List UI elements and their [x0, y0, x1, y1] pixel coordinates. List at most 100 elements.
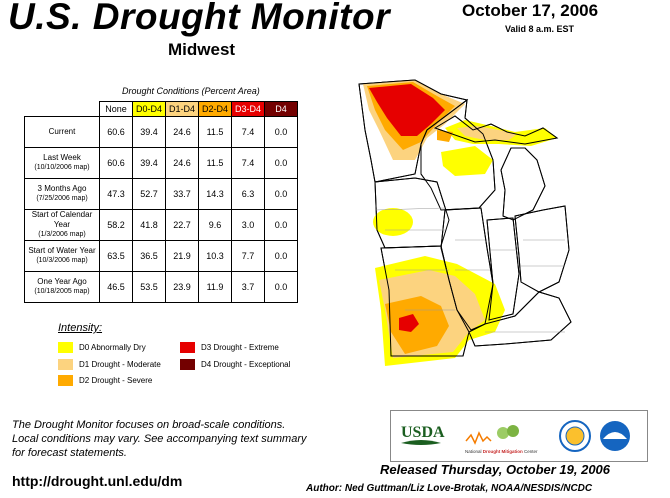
- column-header: D0-D4: [132, 101, 166, 117]
- legend-item-d3: D3 Drought - Extreme: [180, 342, 279, 353]
- legend-item-d2: D2 Drought - Severe: [58, 375, 152, 386]
- legend-label: D2 Drought - Severe: [79, 376, 153, 385]
- noaa-bird: [603, 432, 627, 439]
- column-header: D3-D4: [231, 101, 265, 117]
- table-cell: 60.6: [99, 116, 133, 148]
- table-cell: 0.0: [264, 178, 298, 210]
- column-header: D4: [264, 101, 298, 117]
- legend-swatch: [58, 375, 73, 386]
- column-header: None: [99, 101, 133, 117]
- table-cell: 6.3: [231, 178, 265, 210]
- table-cell: 7.4: [231, 147, 265, 179]
- legend-label: D3 Drought - Extreme: [201, 343, 279, 352]
- table-row: Current 60.6 39.4 24.6 11.5 7.4 0.0: [24, 116, 298, 148]
- table-cell: 39.4: [132, 147, 166, 179]
- commerce-seal-center: [565, 426, 585, 446]
- table-cell: 7.4: [231, 116, 265, 148]
- table-cell: 24.6: [165, 116, 199, 148]
- row-label-text: Current: [48, 127, 76, 136]
- table-cell: 63.5: [99, 240, 133, 272]
- table-row: Start of Calendar Year (1/3/2006 map) 58.2…: [24, 209, 298, 241]
- table-cell: 11.5: [198, 116, 232, 148]
- logos-graphic: USDA National Drought Mitigation Center: [401, 420, 630, 454]
- note-line: Local conditions may vary. See accompany…: [12, 433, 307, 445]
- legend-item-d4: D4 Drought - Exceptional: [180, 359, 290, 370]
- note-line: for forecast statements.: [12, 447, 127, 459]
- release-date: Released Thursday, October 19, 2006: [380, 462, 611, 477]
- table-cell: 10.3: [198, 240, 232, 272]
- row-label: Last Week (10/10/2006 map): [24, 147, 100, 179]
- ohio: [514, 205, 570, 293]
- row-label-text: 3 Months Ago: [37, 184, 87, 193]
- table-corner: [24, 101, 100, 117]
- legend-swatch: [58, 359, 73, 370]
- note-line: The Drought Monitor focuses on broad-sca…: [12, 419, 286, 431]
- region-title: Midwest: [168, 40, 236, 59]
- legend-swatch: [180, 342, 195, 353]
- table-caption: Drought Conditions (Percent Area): [122, 86, 260, 96]
- legend-item-d1: D1 Drought - Moderate: [58, 359, 161, 370]
- table-cell: 21.9: [165, 240, 199, 272]
- usda-logo: USDA: [401, 424, 445, 441]
- table-row: Last Week (10/10/2006 map) 60.6 39.4 24.6 11.…: [24, 147, 298, 179]
- legend-label: D1 Drought - Moderate: [79, 360, 161, 369]
- row-label-text: Last Week: [43, 153, 81, 162]
- drought-area: [373, 208, 413, 236]
- table-row: 3 Months Ago (7/25/2006 map) 47.3 52.7 33.7 1…: [24, 178, 298, 210]
- table-cell: 0.0: [264, 209, 298, 241]
- drought-area: [399, 314, 419, 332]
- table-cell: 11.9: [198, 271, 232, 303]
- ndmc-tree-icon: [497, 427, 509, 439]
- row-sublabel: (10/10/2006 map): [34, 164, 90, 171]
- table-cell: 60.6: [99, 147, 133, 179]
- table-row: One Year Ago (10/18/2005 map) 46.5 53.5 23.9…: [24, 271, 298, 303]
- drought-conditions-table: None D0-D4 D1-D4 D2-D4 D3-D4 D4 Current 6…: [24, 101, 298, 303]
- legend-swatch: [58, 342, 73, 353]
- ndmc-wave-icon: [465, 431, 492, 445]
- row-label-text: Start of Water Year: [28, 246, 96, 255]
- row-sublabel: (10/3/2006 map): [36, 257, 88, 264]
- row-sublabel: (10/18/2005 map): [34, 288, 90, 295]
- table-cell: 33.7: [165, 178, 199, 210]
- table-cell: 0.0: [264, 271, 298, 303]
- disclaimer-note: The Drought Monitor focuses on broad-sca…: [12, 418, 352, 460]
- row-label-text: Start of Calendar Year: [31, 210, 93, 229]
- map-date: October 17, 2006: [462, 1, 599, 20]
- table-cell: 41.8: [132, 209, 166, 241]
- table-cell: 36.5: [132, 240, 166, 272]
- row-label: One Year Ago (10/18/2005 map): [24, 271, 100, 303]
- state-lines: [358, 79, 572, 357]
- row-sublabel: (7/25/2006 map): [36, 195, 88, 202]
- table-cell: 14.3: [198, 178, 232, 210]
- row-label: Start of Water Year (10/3/2006 map): [24, 240, 100, 272]
- table-cell: 0.0: [264, 240, 298, 272]
- drought-map: [358, 79, 572, 366]
- table-cell: 11.5: [198, 147, 232, 179]
- partner-logos: USDA National Drought Mitigation Center: [390, 410, 648, 462]
- ndmc-label: National Drought Mitigation Center: [465, 449, 538, 454]
- legend-swatch: [180, 359, 195, 370]
- table-cell: 9.6: [198, 209, 232, 241]
- valid-time: Valid 8 a.m. EST: [505, 24, 575, 34]
- table-header-row: None D0-D4 D1-D4 D2-D4 D3-D4 D4: [24, 101, 298, 117]
- author-credit: Author: Ned Guttman/Liz Love-Brotak, NOA…: [306, 483, 593, 494]
- row-sublabel: (1/3/2006 map): [38, 231, 86, 238]
- drought-area: [441, 146, 493, 176]
- row-label-text: One Year Ago: [37, 277, 87, 286]
- table-cell: 3.0: [231, 209, 265, 241]
- page-title: U.S. Drought Monitor: [8, 0, 390, 37]
- table-cell: 3.7: [231, 271, 265, 303]
- usda-swoosh: [401, 440, 441, 445]
- county-lines: [374, 207, 565, 333]
- website-url[interactable]: http://drought.unl.edu/dm: [12, 473, 183, 489]
- drought-area: [369, 84, 445, 136]
- row-label: Start of Calendar Year (1/3/2006 map): [24, 209, 100, 241]
- table-cell: 53.5: [132, 271, 166, 303]
- legend-title: Intensity:: [58, 322, 103, 334]
- table-cell: 24.6: [165, 147, 199, 179]
- table-cell: 7.7: [231, 240, 265, 272]
- table-cell: 39.4: [132, 116, 166, 148]
- table-cell: 0.0: [264, 116, 298, 148]
- legend-item-d0: D0 Abnormally Dry: [58, 342, 146, 353]
- table-cell: 0.0: [264, 147, 298, 179]
